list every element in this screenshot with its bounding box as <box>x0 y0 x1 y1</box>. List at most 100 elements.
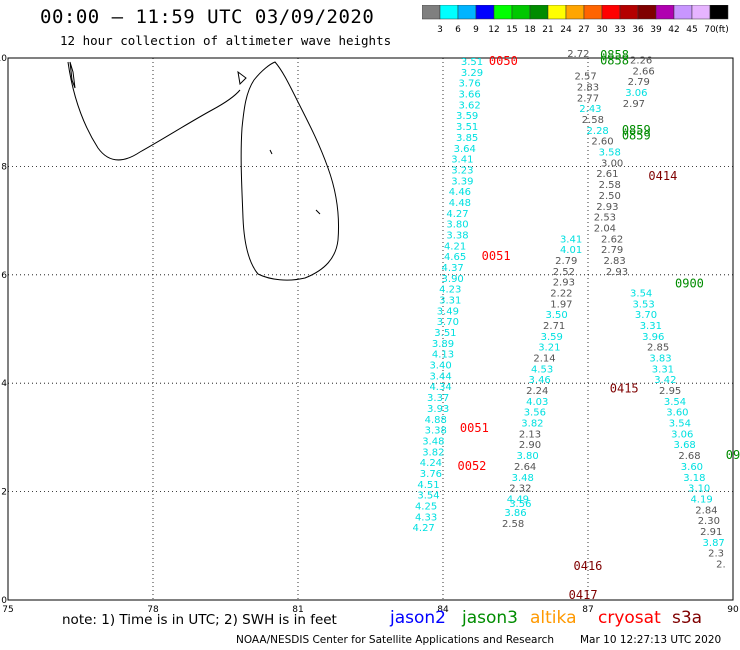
wave-height-value: 4.51 <box>417 480 439 491</box>
wave-height-value: 3.66 <box>458 90 480 101</box>
wave-height-value: 2.60 <box>591 137 613 148</box>
wave-height-value: 2.93 <box>596 202 618 213</box>
wave-height-value: 4.53 <box>531 364 553 375</box>
wave-height-colorbar: 3 6 9 12 15 18 21 24 27 30 33 36 39 42 45 70 (ft) <box>422 5 729 35</box>
longitude-tick-label: 78 <box>147 605 159 612</box>
wave-height-value: 3.21 <box>538 343 560 354</box>
wave-height-value: 2.22 <box>550 288 572 299</box>
wave-height-value: 2.95 <box>659 386 681 397</box>
wave-height-value: 3.82 <box>422 447 444 458</box>
wave-height-value: 4.01 <box>560 245 582 256</box>
pass-time-label: 0414 <box>648 169 677 183</box>
wave-height-value: 4.46 <box>449 187 471 198</box>
wave-height-value: 2.64 <box>514 462 536 473</box>
pass-time-label: 0416 <box>574 559 603 573</box>
wave-height-value: 3.54 <box>669 419 691 430</box>
wave-height-value: 2.85 <box>647 343 669 354</box>
wave-height-value: 4.48 <box>449 198 471 209</box>
wave-height-value: 4.49 <box>507 494 529 505</box>
wave-height-value: 3.51 <box>456 122 478 133</box>
wave-height-value: 3.10 <box>688 484 710 495</box>
wave-height-value: 4.37 <box>442 263 464 274</box>
wave-height-value: 3.44 <box>429 371 451 382</box>
wave-height-value: 3.37 <box>427 393 449 404</box>
wave-height-value: 2.24 <box>526 386 548 397</box>
wave-height-value: 3.31 <box>439 296 461 307</box>
wave-height-value: 4.13 <box>432 350 454 361</box>
colorbar-label: 45 <box>686 25 697 35</box>
wave-height-value: 2.43 <box>579 104 601 115</box>
wave-height-value: 2.91 <box>700 527 722 538</box>
wave-height-value: 3.31 <box>640 321 662 332</box>
longitude-tick-label: 81 <box>292 605 303 612</box>
wave-height-value: 3.00 <box>601 158 623 169</box>
credit-timestamp: Mar 10 12:27:13 UTC 2020 <box>580 634 722 646</box>
wave-height-value: 3.31 <box>652 364 674 375</box>
map-title: 00:00 – 11:59 UTC 03/09/2020 <box>40 6 375 28</box>
wave-height-value: 3.56 <box>509 499 531 510</box>
legend-s3a: s3a <box>672 608 703 628</box>
wave-height-value: 3.40 <box>429 361 451 372</box>
longitude-tick-label: 87 <box>582 605 593 612</box>
longitude-tick-label: 90 <box>727 605 739 612</box>
wave-height-value: 3.42 <box>654 375 676 386</box>
wave-height-value: 3.82 <box>521 419 543 430</box>
wave-height-value: 2.13 <box>519 429 541 440</box>
colorbar-label: 24 <box>560 25 572 35</box>
wave-height-value: 3.54 <box>417 491 439 502</box>
wave-height-value: 2.30 <box>698 516 720 527</box>
wave-height-value: 2.58 <box>582 115 604 126</box>
wave-height-value: 2.53 <box>594 213 616 224</box>
wave-height-value: 2.77 <box>577 93 599 104</box>
wave-height-value: 4.19 <box>690 494 712 505</box>
wave-height-value: 3.54 <box>630 288 652 299</box>
longitude-tick-label: 84 <box>437 605 449 612</box>
colorbar-label: 12 <box>488 25 499 35</box>
legend-jason3: jason3 <box>462 608 518 628</box>
wave-height-value: 2.58 <box>502 519 524 530</box>
latitude-tick-label: 4 <box>1 379 7 389</box>
wave-height-value: 3.29 <box>461 68 483 79</box>
wave-height-value: 2.04 <box>594 223 616 234</box>
wave-height-value: 4.24 <box>420 458 442 469</box>
longitude-tick-label: 75 <box>2 605 13 612</box>
wave-height-value: 3.41 <box>560 234 582 245</box>
wave-height-value: 3.23 <box>451 165 473 176</box>
pass-time-label: 0417 <box>569 588 598 602</box>
legend-cryosat: cryosat <box>598 608 661 628</box>
wave-height-value: 4.27 <box>446 209 468 220</box>
pass-time-label: 0051 <box>482 249 511 263</box>
wave-height-value: 3.64 <box>454 144 476 155</box>
wave-height-value: 3.56 <box>524 408 546 419</box>
wave-height-value: 3.70 <box>635 310 657 321</box>
wave-height-value: 2. <box>716 559 726 570</box>
wave-height-value: 3.53 <box>632 299 654 310</box>
wave-height-value: 3.60 <box>681 462 703 473</box>
wave-height-value: 2.66 <box>632 66 654 77</box>
wave-height-value: 3.96 <box>642 332 664 343</box>
colorbar-label: 3 <box>437 25 443 35</box>
pass-time-label: 09 <box>726 448 740 462</box>
wave-height-value: 2.71 <box>543 321 565 332</box>
pass-time-label: 0859 <box>622 123 651 137</box>
pass-time-label: 0052 <box>458 459 487 473</box>
wave-height-value: 2.93 <box>553 278 575 289</box>
wave-height-value: 2.52 <box>553 267 575 278</box>
pass-time-label: 0415 <box>610 381 639 395</box>
wave-height-value: 4.88 <box>425 415 447 426</box>
colorbar-label: 15 <box>506 25 517 35</box>
wave-height-value: 4.21 <box>444 241 466 252</box>
colorbar-label: 27 <box>578 25 589 35</box>
colorbar-swatch <box>709 5 729 20</box>
wave-height-value: 2.58 <box>599 180 621 191</box>
wave-height-value: 3.46 <box>529 375 551 386</box>
wave-height-value: 3.93 <box>427 404 449 415</box>
wave-height-value: 3.87 <box>703 538 725 549</box>
wave-height-value: 2.57 <box>574 72 596 83</box>
pass-time-label: 0858 <box>600 48 629 62</box>
coastline <box>67 61 339 281</box>
wave-height-value: 2.79 <box>628 77 650 88</box>
wave-height-value: 3.76 <box>420 469 442 480</box>
wave-height-value: 3.54 <box>664 397 686 408</box>
wave-height-value: 3.83 <box>649 354 671 365</box>
